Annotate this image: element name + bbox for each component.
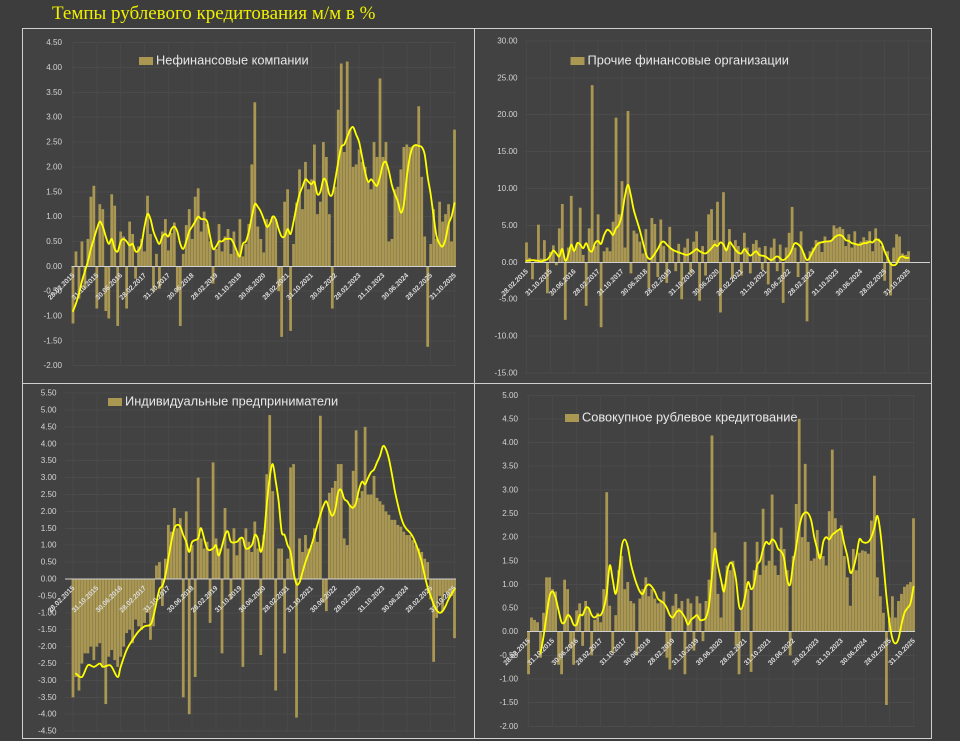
svg-text:-2.00: -2.00 <box>44 361 63 370</box>
svg-text:2.00: 2.00 <box>502 533 518 542</box>
svg-text:-2.00: -2.00 <box>500 722 519 731</box>
svg-text:-1.50: -1.50 <box>500 698 519 707</box>
svg-text:10.00: 10.00 <box>497 184 518 193</box>
svg-text:-2.00: -2.00 <box>38 642 57 651</box>
svg-text:-1.00: -1.00 <box>500 674 519 683</box>
svg-text:-0.50: -0.50 <box>38 591 57 600</box>
svg-text:1.00: 1.00 <box>502 580 518 589</box>
svg-text:0.00: 0.00 <box>502 258 518 267</box>
svg-text:-1.50: -1.50 <box>38 625 57 634</box>
svg-text:0.00: 0.00 <box>502 627 518 636</box>
svg-text:2.50: 2.50 <box>46 138 62 147</box>
svg-text:4.50: 4.50 <box>41 422 57 431</box>
svg-text:4.50: 4.50 <box>502 414 518 423</box>
svg-text:4.00: 4.00 <box>46 63 62 72</box>
svg-text:3.50: 3.50 <box>502 462 518 471</box>
svg-text:Совокупное рублевое кредитован: Совокупное рублевое кредитование <box>582 410 797 425</box>
svg-text:0.00: 0.00 <box>41 575 57 584</box>
svg-text:25.00: 25.00 <box>497 73 518 82</box>
svg-text:4.50: 4.50 <box>46 38 62 47</box>
svg-text:1.50: 1.50 <box>41 524 57 533</box>
svg-text:-10.00: -10.00 <box>495 332 518 341</box>
svg-text:-1.00: -1.00 <box>44 312 63 321</box>
svg-text:0.50: 0.50 <box>46 237 62 246</box>
svg-text:2.50: 2.50 <box>502 509 518 518</box>
svg-text:30.00: 30.00 <box>497 36 518 45</box>
svg-text:-3.00: -3.00 <box>38 676 57 685</box>
svg-text:2.00: 2.00 <box>46 162 62 171</box>
svg-text:0.50: 0.50 <box>502 604 518 613</box>
svg-text:5.00: 5.00 <box>41 406 57 415</box>
svg-text:1.00: 1.00 <box>41 541 57 550</box>
svg-text:1.50: 1.50 <box>502 556 518 565</box>
svg-text:3.00: 3.00 <box>41 473 57 482</box>
svg-text:3.00: 3.00 <box>502 485 518 494</box>
svg-text:5.50: 5.50 <box>41 389 57 398</box>
svg-text:15.00: 15.00 <box>497 147 518 156</box>
svg-text:-15.00: -15.00 <box>495 369 518 378</box>
svg-text:-0.50: -0.50 <box>500 651 519 660</box>
svg-text:0.50: 0.50 <box>41 558 57 567</box>
svg-text:-3.50: -3.50 <box>38 693 57 702</box>
svg-text:3.00: 3.00 <box>46 113 62 122</box>
svg-text:-1.50: -1.50 <box>44 336 63 345</box>
svg-text:1.50: 1.50 <box>46 187 62 196</box>
svg-text:1.00: 1.00 <box>46 212 62 221</box>
svg-text:-1.00: -1.00 <box>38 608 57 617</box>
svg-text:-4.50: -4.50 <box>38 727 57 736</box>
svg-text:2.00: 2.00 <box>41 507 57 516</box>
svg-text:-5.00: -5.00 <box>499 295 518 304</box>
svg-text:3.50: 3.50 <box>41 456 57 465</box>
svg-text:4.00: 4.00 <box>41 439 57 448</box>
svg-text:3.50: 3.50 <box>46 88 62 97</box>
svg-text:Прочие финансовые организации: Прочие финансовые организации <box>588 53 789 68</box>
svg-text:Нефинансовые компании: Нефинансовые компании <box>156 53 309 68</box>
svg-text:5.00: 5.00 <box>502 221 518 230</box>
svg-text:-2.50: -2.50 <box>38 659 57 668</box>
svg-text:Индивидуальные предприниматели: Индивидуальные предприниматели <box>125 394 338 409</box>
svg-text:-0.50: -0.50 <box>44 287 63 296</box>
svg-text:-4.00: -4.00 <box>38 710 57 719</box>
svg-text:4.00: 4.00 <box>502 438 518 447</box>
svg-text:0.00: 0.00 <box>46 262 62 271</box>
svg-text:2.50: 2.50 <box>41 490 57 499</box>
svg-text:20.00: 20.00 <box>497 110 518 119</box>
svg-text:Темпы рублевого кредитования м: Темпы рублевого кредитования м/м в % <box>52 3 376 24</box>
svg-text:5.00: 5.00 <box>502 391 518 400</box>
